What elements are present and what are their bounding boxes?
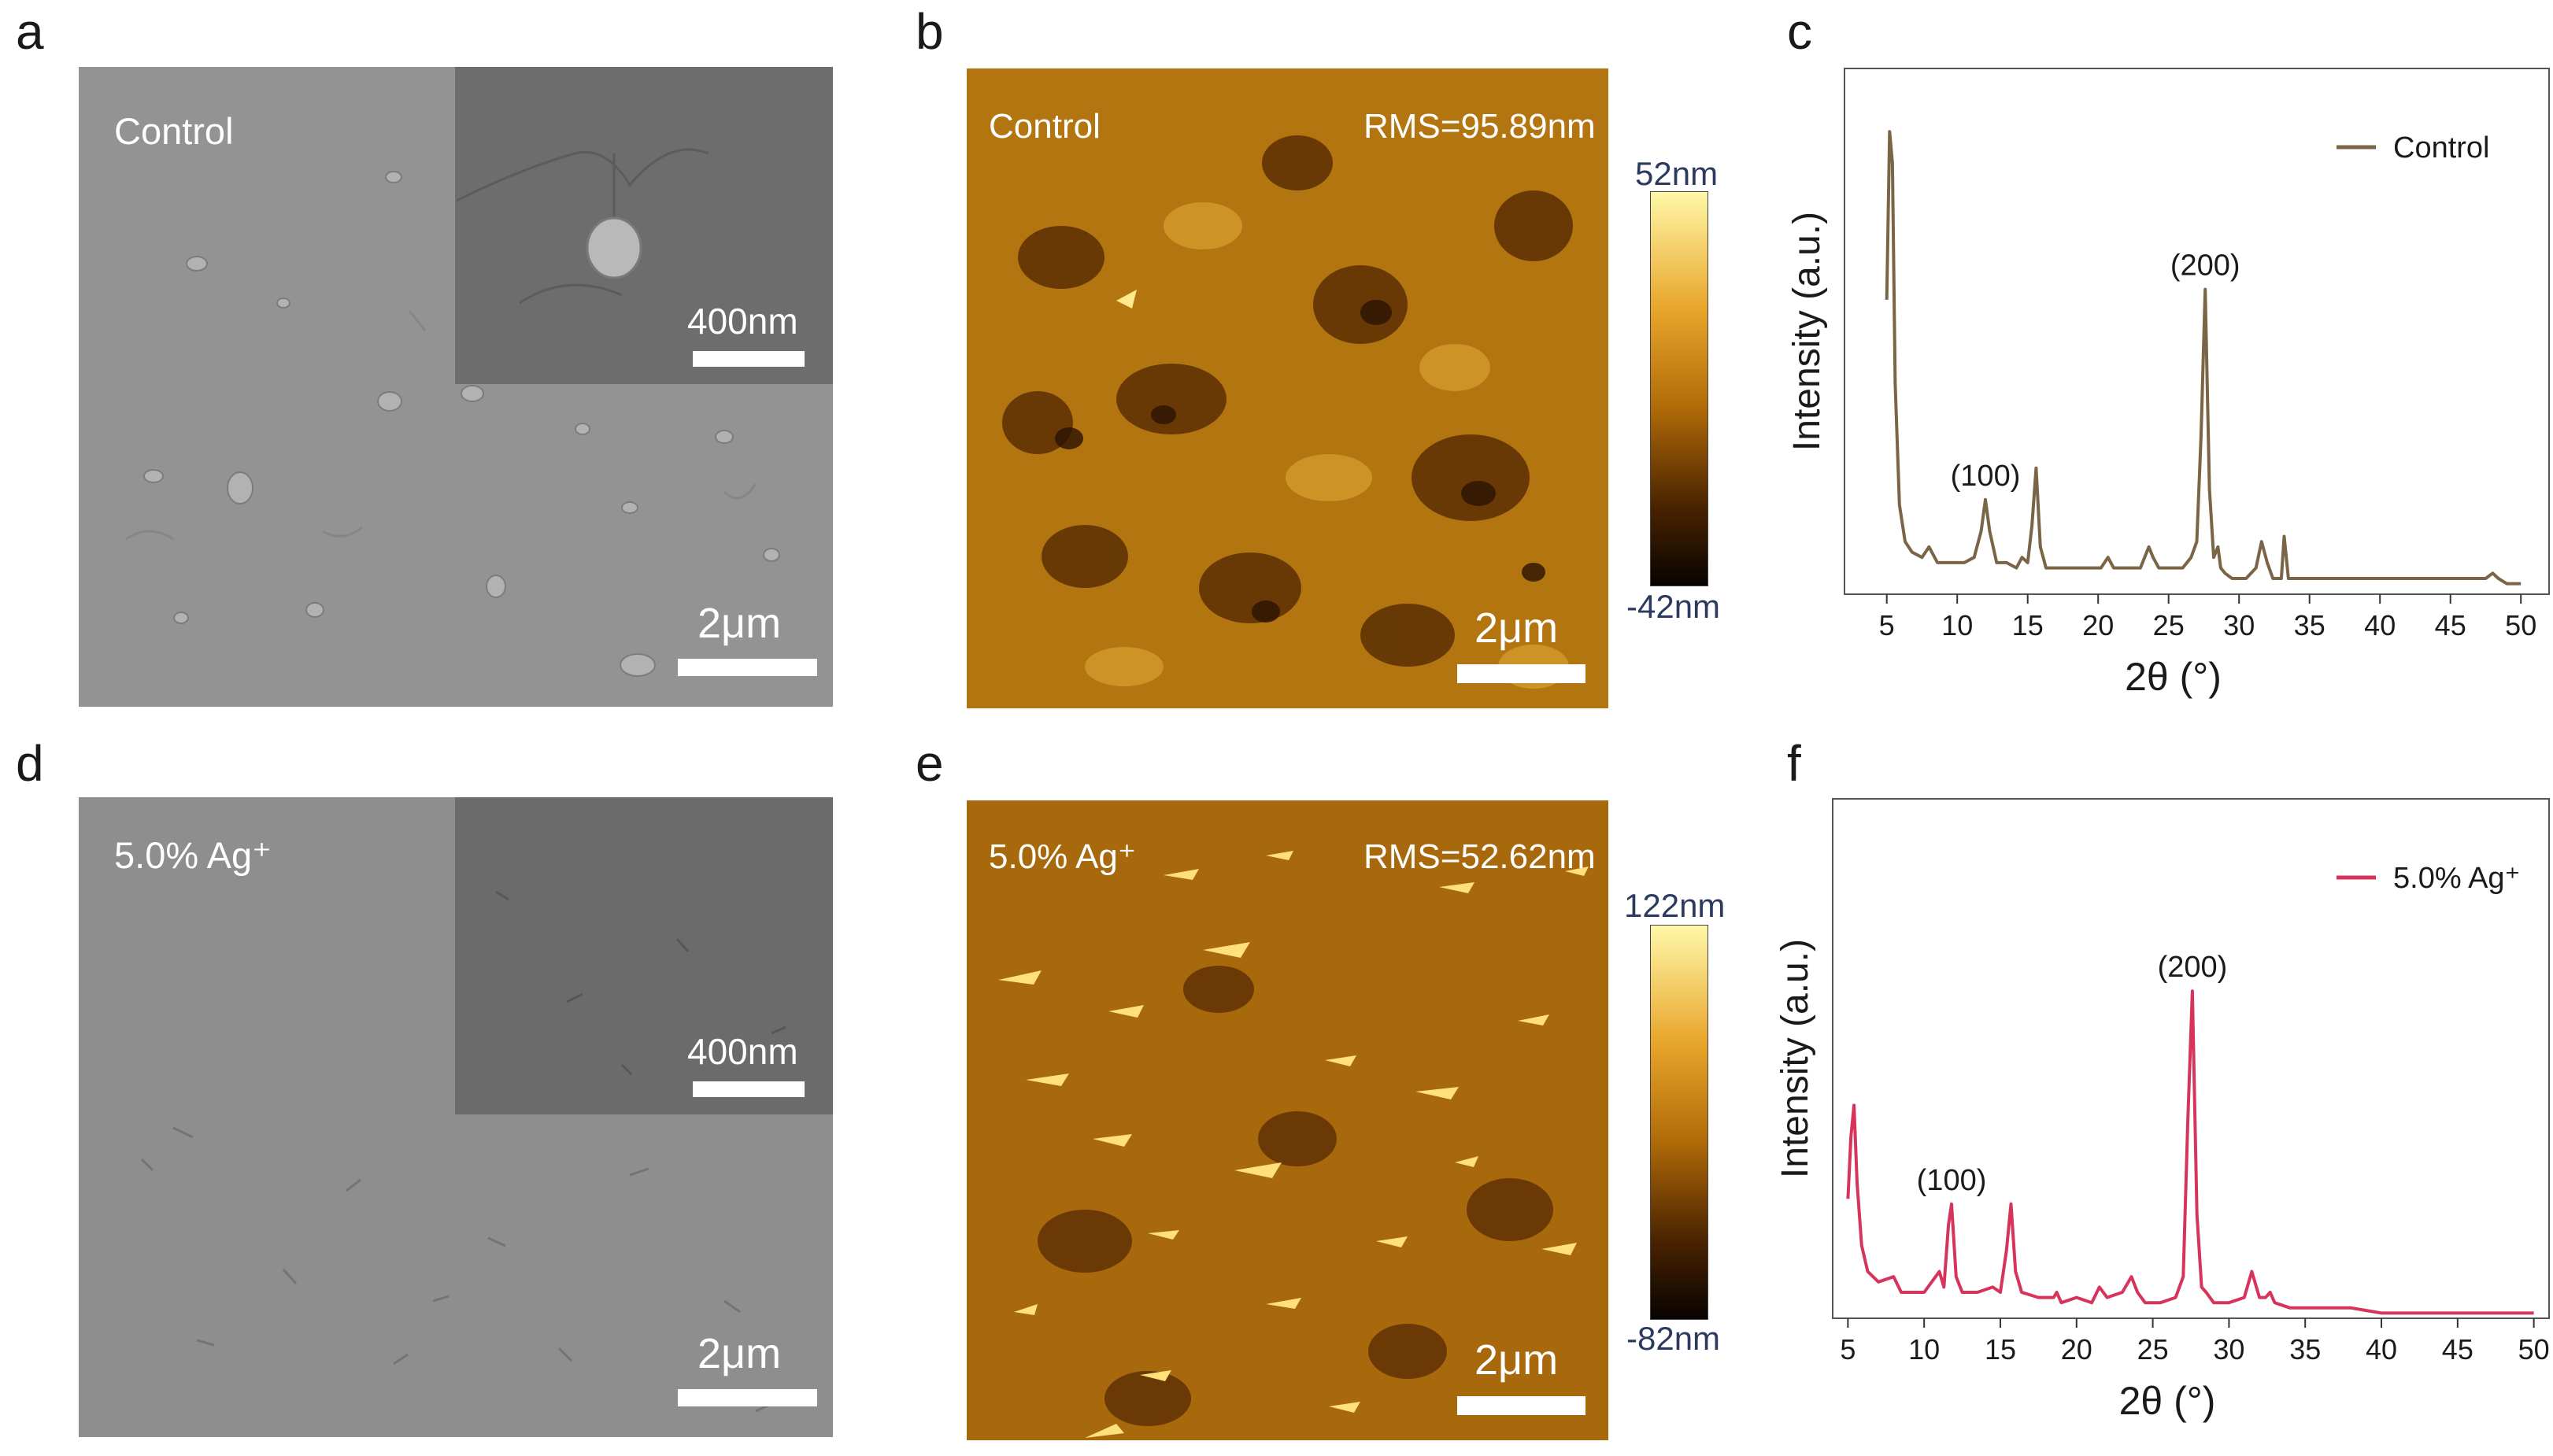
x-axis-label: 2θ (°): [2119, 1379, 2216, 1423]
inset-scale-text: 400nm: [687, 1031, 798, 1072]
xrd-chart-control: 5 10 15 20 25 30 35 40 45 50 2θ (°) Intensity (a.u.…: [1786, 68, 2550, 699]
x-tick-label: 35: [2289, 1333, 2321, 1365]
peak-annotation: (200): [2170, 249, 2240, 283]
main-scale-bar: [678, 659, 817, 676]
panel-label-b: b: [916, 3, 944, 60]
x-tick-label: 45: [2442, 1333, 2473, 1365]
series-line: [1885, 130, 2522, 586]
colorbar-min: -82nm: [1626, 1320, 1721, 1357]
sem-sample-label: 5.0% Ag⁺: [114, 834, 272, 876]
legend-label: Control: [2393, 131, 2490, 164]
panel-label-f: f: [1787, 735, 1801, 792]
x-tick-label: 40: [2364, 609, 2396, 641]
colorbar: [1650, 191, 1708, 586]
colorbar-min: -42nm: [1626, 588, 1721, 625]
afm-topography: [967, 68, 1608, 708]
sem-image-silver: 5.0% Ag⁺ 400nm 2μm: [79, 797, 833, 1437]
afm-image-control: Control RMS=95.89nm 2μm: [967, 68, 1608, 708]
series-line: [1846, 989, 2534, 1315]
peak-annotation: (100): [1917, 1164, 1987, 1197]
sem-image-control: Control 400nm 2μm: [79, 67, 833, 707]
rms-value: RMS=95.89nm: [1363, 107, 1596, 146]
afm-topography: [967, 800, 1608, 1440]
y-axis-label: Intensity (a.u.): [1786, 212, 1828, 451]
plot-frame: [1844, 68, 2550, 595]
inset-scale-bar: [693, 1081, 805, 1097]
sem-surface: [79, 797, 833, 1437]
x-tick-label: 5: [1840, 1333, 1856, 1365]
x-tick-label: 30: [2223, 609, 2255, 641]
x-tick-label: 30: [2213, 1333, 2244, 1365]
legend-label: 5.0% Ag⁺: [2393, 862, 2521, 895]
x-tick-label: 40: [2366, 1333, 2397, 1365]
afm-sample-label: 5.0% Ag⁺: [989, 837, 1137, 876]
inset-scale-bar: [693, 351, 805, 367]
x-tick-label: 20: [2061, 1333, 2092, 1365]
scale-bar: [1457, 1396, 1585, 1415]
inset-scale-text: 400nm: [687, 301, 798, 342]
sem-surface: [79, 67, 833, 707]
x-tick-label: 5: [1879, 609, 1895, 641]
panel-label-a: a: [16, 3, 44, 60]
x-tick-label: 10: [1941, 609, 1973, 641]
x-tick-label: 45: [2435, 609, 2466, 641]
x-tick-label: 50: [2505, 609, 2536, 641]
scale-bar: [1457, 664, 1585, 683]
x-tick-label: 10: [1908, 1333, 1940, 1365]
colorbar-max: 122nm: [1624, 887, 1726, 924]
main-scale-text: 2μm: [697, 1330, 782, 1377]
scale-text: 2μm: [1474, 1336, 1559, 1384]
x-tick-label: 20: [2082, 609, 2114, 641]
peak-annotation: (100): [1951, 460, 2021, 493]
main-scale-bar: [678, 1389, 817, 1406]
x-tick-label: 25: [2137, 1333, 2169, 1365]
x-axis-label: 2θ (°): [2125, 655, 2222, 699]
x-tick-label: 15: [2012, 609, 2044, 641]
panel-label-c: c: [1787, 3, 1812, 60]
panel-label-d: d: [16, 735, 44, 792]
afm-sample-label: Control: [989, 107, 1101, 146]
peak-annotation: (200): [2158, 951, 2228, 984]
x-tick-label: 15: [1985, 1333, 2016, 1365]
x-tick-label: 50: [2518, 1333, 2550, 1365]
xrd-chart-silver: 5 10 15 20 25 30 35 40 45 50 2θ (°) Intensity (a.u.…: [1774, 798, 2550, 1423]
rms-value: RMS=52.62nm: [1363, 837, 1596, 876]
plot-frame: [1832, 798, 2550, 1319]
afm-image-silver: 5.0% Ag⁺ RMS=52.62nm 2μm: [967, 800, 1608, 1440]
scale-text: 2μm: [1474, 604, 1559, 652]
x-tick-label: 35: [2294, 609, 2325, 641]
x-tick-label: 25: [2153, 609, 2185, 641]
y-axis-label: Intensity (a.u.): [1774, 939, 1816, 1178]
panel-label-e: e: [916, 735, 944, 792]
colorbar: [1650, 925, 1708, 1320]
main-scale-text: 2μm: [697, 600, 782, 647]
sem-sample-label: Control: [114, 110, 234, 152]
colorbar-max: 52nm: [1635, 155, 1719, 192]
